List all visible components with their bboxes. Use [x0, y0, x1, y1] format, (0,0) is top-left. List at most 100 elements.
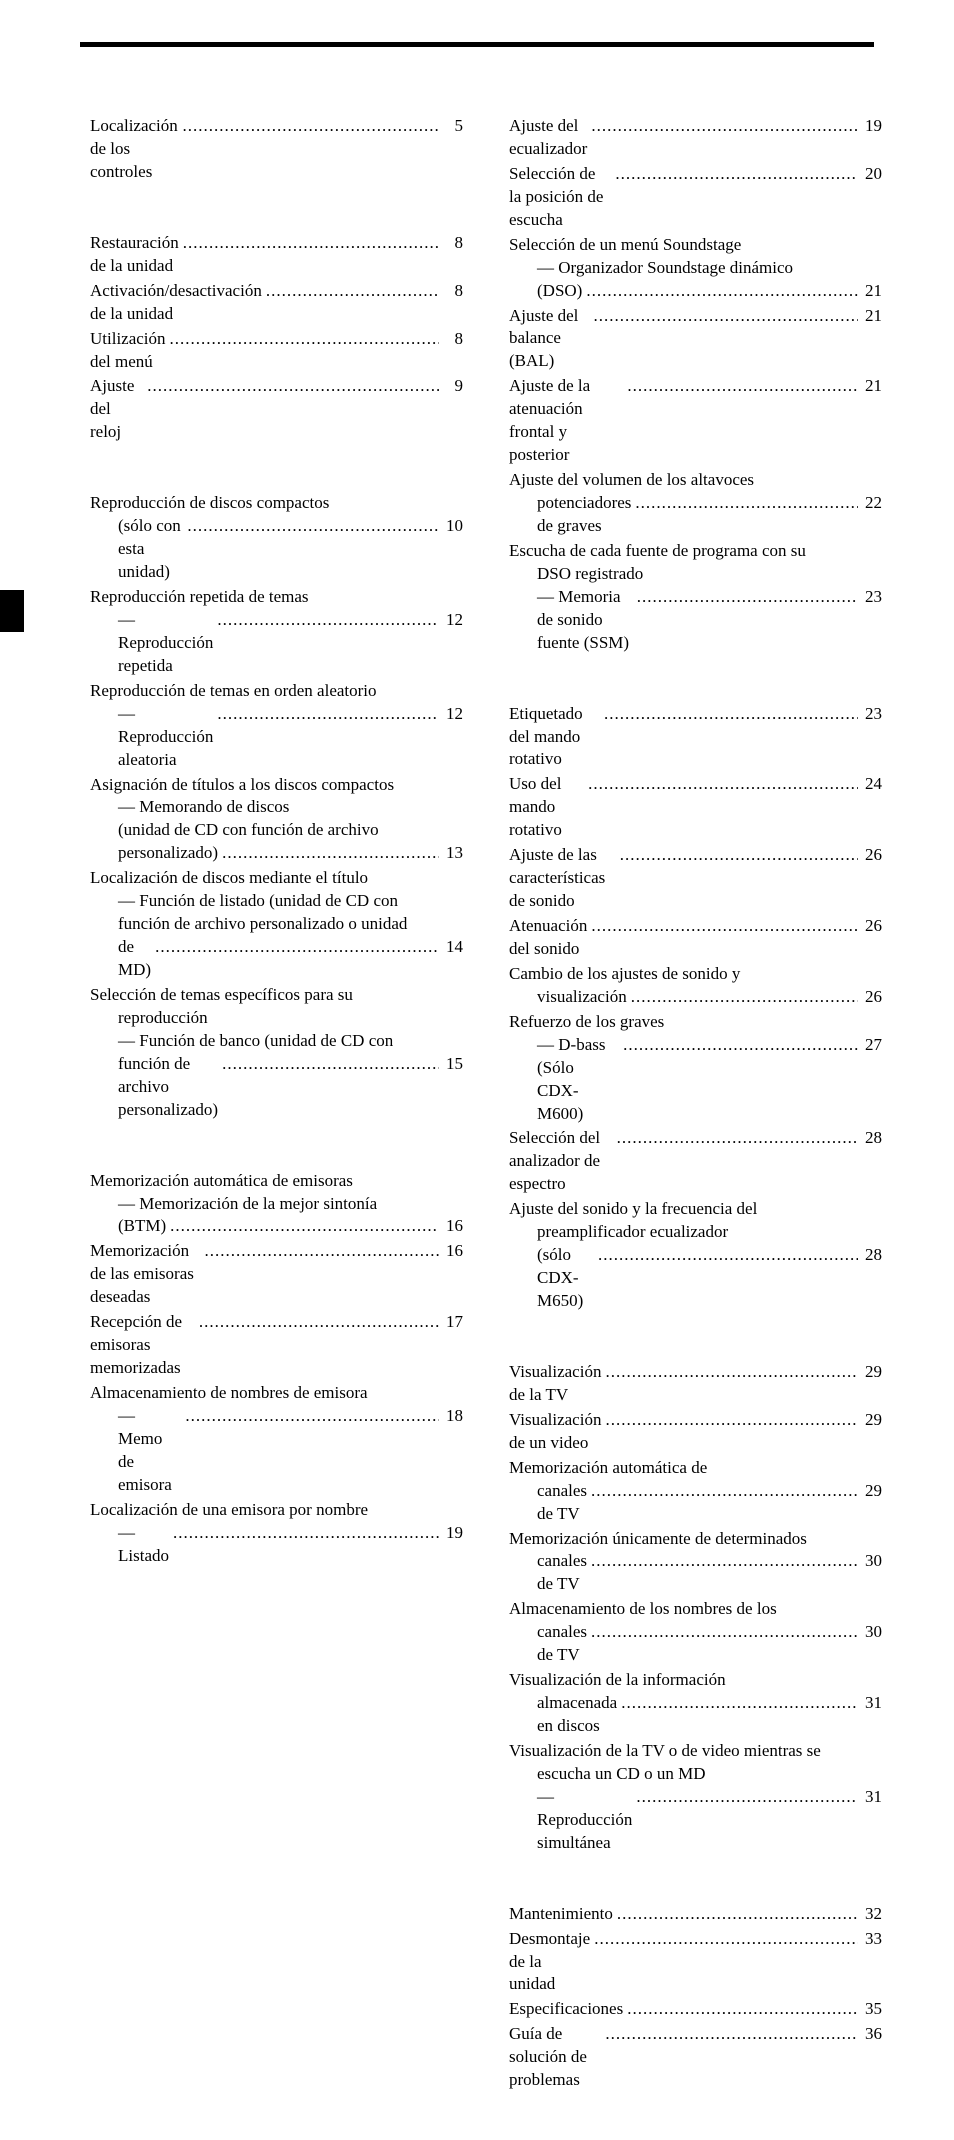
toc-entry-page: 16 — [439, 1240, 463, 1263]
toc-entry: Visualización de la informaciónalmacenad… — [509, 1669, 882, 1738]
toc-section: Visualización de la TV .................… — [509, 1361, 882, 1855]
toc-section: Memorización automática de emisoras— Mem… — [90, 1170, 463, 1568]
toc-entry-sub: canales de TV ..........................… — [509, 1480, 882, 1526]
toc-entry-label: Activación/desactivación de la unidad — [90, 280, 262, 326]
toc-leader-dots: ........................................… — [600, 703, 858, 726]
toc-entry-label: preamplificador ecualizador — [537, 1221, 728, 1244]
toc-entry-label: Guía de solución de problemas — [509, 2023, 601, 2092]
toc-entry-label: Escucha de cada fuente de programa con s… — [509, 540, 806, 563]
toc-entry-sub: — Memorando de discos — [90, 796, 463, 819]
toc-leader-dots: ........................................… — [589, 305, 858, 328]
toc-entry-page: 5 — [439, 115, 463, 138]
toc-entry-page: 33 — [858, 1928, 882, 1951]
toc-entry: Escucha de cada fuente de programa con s… — [509, 540, 882, 655]
toc-entry-page: 35 — [858, 1998, 882, 2021]
side-tab — [0, 590, 24, 632]
toc-entry-sub: (unidad de CD con función de archivo — [90, 819, 463, 842]
toc-entry: Almacenamiento de los nombres de loscana… — [509, 1598, 882, 1667]
toc-entry-main: Refuerzo de los graves — [509, 1011, 882, 1034]
toc-entry-label: canales de TV — [537, 1621, 587, 1667]
toc-entry-main: Ajuste de las características de sonido … — [509, 844, 882, 913]
toc-leader-dots: ........................................… — [613, 1903, 858, 1926]
toc-entry-sub: canales de TV ..........................… — [509, 1550, 882, 1596]
toc-entry-label: — Organizador Soundstage dinámico — [537, 257, 793, 280]
toc-entry-label: Utilización del menú — [90, 328, 166, 374]
toc-entry-page: 10 — [439, 515, 463, 538]
toc-entry: Selección de un menú Soundstage— Organiz… — [509, 234, 882, 303]
toc-entry-label: Visualización de la TV o de video mientr… — [509, 1740, 821, 1763]
toc-leader-dots: ........................................… — [627, 986, 858, 1009]
toc-entry-page: 30 — [858, 1621, 882, 1644]
toc-entry-main: Selección de la posición de escucha ....… — [509, 163, 882, 232]
toc-leader-dots: ........................................… — [631, 492, 858, 515]
toc-leader-dots: ........................................… — [218, 842, 439, 865]
toc-leader-dots: ........................................… — [151, 936, 439, 959]
toc-entry-main: Mantenimiento ..........................… — [509, 1903, 882, 1926]
toc-entry-page: 28 — [858, 1127, 882, 1150]
toc-entry-label: — Listado — [118, 1522, 169, 1568]
toc-entry-main: Memorización automática de — [509, 1457, 882, 1480]
toc-entry-label: Reproducción de temas en orden aleatorio — [90, 680, 377, 703]
toc-entry-label: Cambio de los ajustes de sonido y — [509, 963, 740, 986]
toc-entry-label: Recepción de emisoras memorizadas — [90, 1311, 195, 1380]
toc-entry-label: Selección de la posición de escucha — [509, 163, 611, 232]
toc-entry-main: Especificaciones .......................… — [509, 1998, 882, 2021]
toc-entry: Guía de solución de problemas ..........… — [509, 2023, 882, 2092]
toc-entry: Ajuste del balance (BAL) ...............… — [509, 305, 882, 374]
toc-entry-label: Memorización automática de emisoras — [90, 1170, 353, 1193]
toc-leader-dots: ........................................… — [587, 915, 858, 938]
toc-entry-page: 36 — [858, 2023, 882, 2046]
toc-leader-dots: ........................................… — [587, 1621, 858, 1644]
right-column: Ajuste del ecualizador .................… — [509, 115, 882, 2140]
toc-entry: Recepción de emisoras memorizadas ......… — [90, 1311, 463, 1380]
toc-entry-page: 29 — [858, 1480, 882, 1503]
toc-entry-label: — Reproducción aleatoria — [118, 703, 213, 772]
toc-entry-label: (sólo CDX-M650) — [537, 1244, 594, 1313]
toc-entry-label: almacenada en discos — [537, 1692, 617, 1738]
toc-section: Etiquetado del mando rotativo ..........… — [509, 703, 882, 1313]
toc-entry-label: Ajuste del ecualizador — [509, 115, 587, 161]
toc-leader-dots: ........................................… — [587, 1480, 858, 1503]
toc-entry-page: 17 — [439, 1311, 463, 1334]
toc-entry-sub: escucha un CD o un MD — [509, 1763, 882, 1786]
toc-entry-page: 27 — [858, 1034, 882, 1057]
toc-leader-dots: ........................................… — [166, 328, 439, 351]
toc-leader-dots: ........................................… — [143, 375, 439, 398]
toc-entry-label: Ajuste del volumen de los altavoces — [509, 469, 754, 492]
toc-entry-sub: canales de TV ..........................… — [509, 1621, 882, 1667]
toc-entry-label: Memorización de las emisoras deseadas — [90, 1240, 201, 1309]
toc-entry: Ajuste del ecualizador .................… — [509, 115, 882, 161]
toc-entry-label: Localización de los controles — [90, 115, 179, 184]
toc-entry: Uso del mando rotativo .................… — [509, 773, 882, 842]
toc-entry-label: Selección del analizador de espectro — [509, 1127, 613, 1196]
toc-section: Localización de los controles ..........… — [90, 115, 463, 184]
toc-leader-dots: ........................................… — [195, 1311, 439, 1334]
toc-entry-sub: DSO registrado — [509, 563, 882, 586]
toc-entry-label: Visualización de la TV — [509, 1361, 601, 1407]
toc-entry-label: Almacenamiento de nombres de emisora — [90, 1382, 368, 1405]
toc-entry-sub: (sólo CDX-M650) ........................… — [509, 1244, 882, 1313]
toc-leader-dots: ........................................… — [213, 703, 439, 726]
toc-section: Ajuste del ecualizador .................… — [509, 115, 882, 655]
toc-entry-main: Localización de discos mediante el títul… — [90, 867, 463, 890]
toc-leader-dots: ........................................… — [587, 115, 858, 138]
toc-entry-sub: potenciadores de graves ................… — [509, 492, 882, 538]
toc-entry: Reproducción de discos compactos(sólo co… — [90, 492, 463, 584]
toc-entry-page: 23 — [858, 586, 882, 609]
toc-entry-label: DSO registrado — [537, 563, 643, 586]
toc-entry-main: Almacenamiento de los nombres de los — [509, 1598, 882, 1621]
toc-entry-sub: personalizado) .........................… — [90, 842, 463, 865]
toc-leader-dots: ........................................… — [166, 1215, 439, 1238]
toc-entry-main: Utilización del menú ...................… — [90, 328, 463, 374]
toc-entry-main: Localización de una emisora por nombre — [90, 1499, 463, 1522]
toc-entry-label: visualización — [537, 986, 627, 1009]
toc-entry: Utilización del menú ...................… — [90, 328, 463, 374]
toc-entry-sub: (DSO) ..................................… — [509, 280, 882, 303]
toc-leader-dots: ........................................… — [623, 375, 858, 398]
toc-leader-dots: ........................................… — [179, 115, 440, 138]
toc-entry-sub: — Reproducción simultánea ..............… — [509, 1786, 882, 1855]
toc-entry-sub: — Memorización de la mejor sintonía — [90, 1193, 463, 1216]
toc-entry-sub: preamplificador ecualizador — [509, 1221, 882, 1244]
toc-entry-sub: — Reproducción aleatoria ...............… — [90, 703, 463, 772]
toc-entry-main: Restauración de la unidad ..............… — [90, 232, 463, 278]
